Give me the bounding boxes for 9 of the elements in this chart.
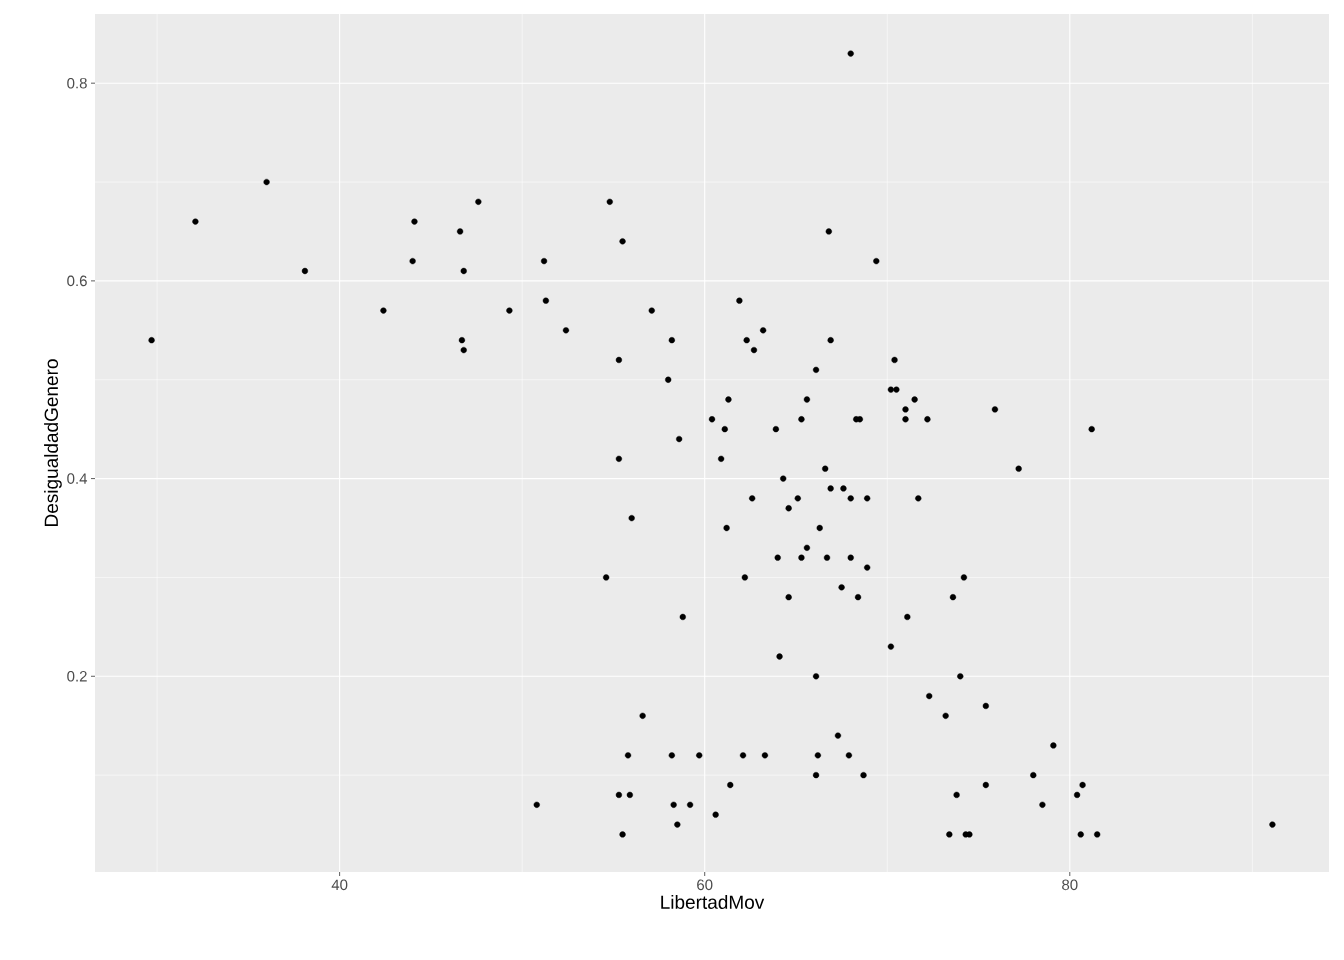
y-tick-label: 0.6 xyxy=(67,275,87,287)
y-tick-label: 0.4 xyxy=(67,473,88,484)
x-tick-label: 40 xyxy=(331,879,348,891)
y-tick-label: 0.2 xyxy=(67,670,87,682)
x-tick-label: 60 xyxy=(697,879,713,891)
x-tick-label: 80 xyxy=(1062,879,1078,891)
y-axis-title: DesigualdadGenero xyxy=(44,359,62,526)
x-axis-title: LibertadMov xyxy=(661,894,765,909)
y-tick-label: 0.8 xyxy=(67,77,87,89)
